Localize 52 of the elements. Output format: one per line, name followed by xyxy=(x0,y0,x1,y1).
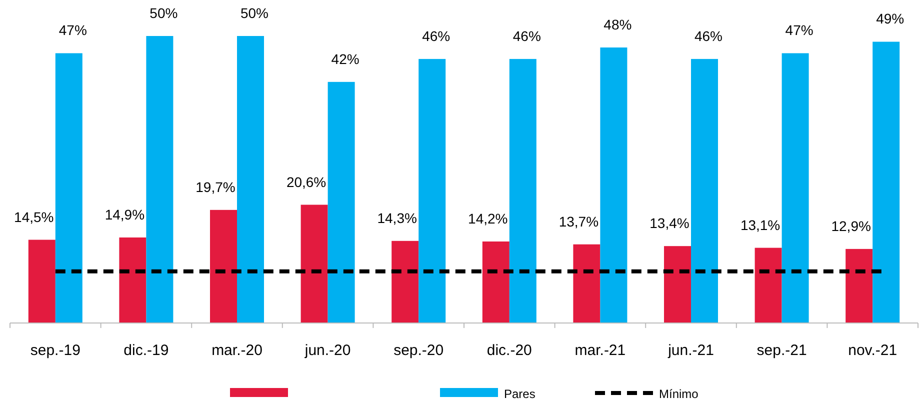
x-tick-label: mar.-21 xyxy=(574,342,626,359)
bar xyxy=(691,58,718,323)
data-label: 13,1% xyxy=(740,216,780,233)
bar xyxy=(119,237,146,323)
bar xyxy=(55,53,82,323)
bar xyxy=(328,82,355,323)
bar xyxy=(418,58,446,323)
data-label: 46% xyxy=(694,28,723,44)
bar xyxy=(573,244,600,323)
legend-label: Pares xyxy=(504,387,536,401)
data-label: 48% xyxy=(604,16,632,32)
bar xyxy=(146,36,174,323)
data-label: 14,2% xyxy=(468,210,508,226)
data-label: 46% xyxy=(512,28,541,44)
bar xyxy=(300,204,328,323)
bar xyxy=(210,210,237,323)
bar xyxy=(28,240,56,323)
legend-label: Mínimo xyxy=(659,387,699,401)
bar xyxy=(482,241,510,323)
data-label: 14,3% xyxy=(377,210,417,226)
x-tick-label: jun.-20 xyxy=(304,342,351,359)
data-label: 49% xyxy=(876,10,904,27)
bar xyxy=(664,246,691,323)
bar xyxy=(872,42,900,323)
x-tick-label: jun.-21 xyxy=(667,342,714,359)
data-label: 14,9% xyxy=(104,206,145,222)
data-label: 20,6% xyxy=(286,174,326,190)
bar xyxy=(392,240,419,323)
data-label: 50% xyxy=(240,5,269,21)
data-label: 46% xyxy=(422,28,450,44)
data-label: 19,7% xyxy=(196,178,236,195)
bar xyxy=(600,47,628,323)
data-label: 13,7% xyxy=(558,213,599,230)
x-tick-label: nov.-21 xyxy=(848,342,898,359)
data-label: 42% xyxy=(331,50,360,67)
data-label: 47% xyxy=(58,22,87,38)
data-label: 12,9% xyxy=(831,218,871,234)
bar xyxy=(509,58,536,323)
data-label: 13,4% xyxy=(650,215,690,232)
x-tick-label: sep.-21 xyxy=(756,342,807,359)
x-tick-label: mar.-20 xyxy=(212,342,262,359)
x-tick-label: sep.-20 xyxy=(394,342,444,359)
x-tick-label: dic.-20 xyxy=(486,342,532,359)
bar xyxy=(237,36,264,323)
x-tick-label: sep.-19 xyxy=(30,342,80,359)
bar xyxy=(782,53,809,323)
data-label: 50% xyxy=(150,5,178,21)
bar xyxy=(846,248,873,323)
data-label: 14,5% xyxy=(14,208,54,225)
x-tick-label: dic.-19 xyxy=(124,342,169,359)
bar xyxy=(754,248,782,323)
data-label: 47% xyxy=(785,22,814,38)
